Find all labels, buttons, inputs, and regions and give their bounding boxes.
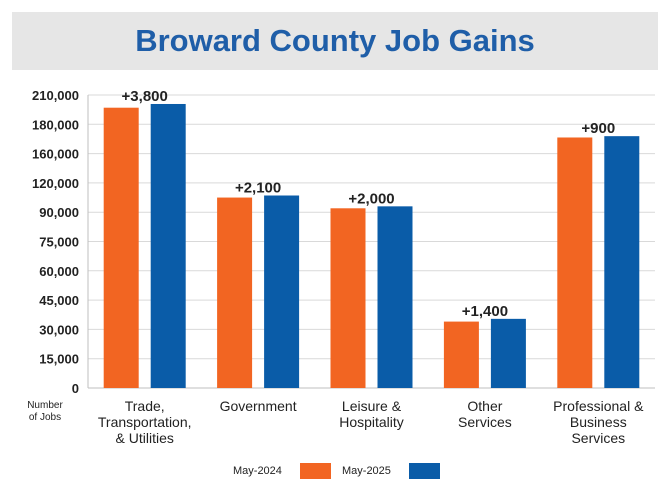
y-tick-label: 210,000: [32, 88, 79, 103]
category-label: Transportation,: [98, 414, 192, 430]
legend-swatch-2024: [299, 463, 331, 479]
legend-item-2025: May-2025: [342, 463, 440, 479]
category-label: Hospitality: [339, 414, 404, 430]
data-label: +2,000: [348, 190, 394, 207]
chart-title: Broward County Job Gains: [135, 23, 535, 58]
y-tick-label: 180,000: [32, 117, 79, 132]
category-label: Other: [467, 398, 502, 414]
bar-may-2024-3: [443, 321, 479, 388]
bar-may-2025-1: [264, 195, 300, 388]
bar-may-2025-2: [377, 206, 413, 388]
category-label: Services: [458, 414, 512, 430]
bar-may-2024-0: [103, 107, 139, 389]
y-tick-label: 160,000: [32, 147, 79, 162]
y-tick-label: 60,000: [39, 264, 79, 279]
y-tick-label: 90,000: [39, 205, 79, 220]
legend: May-2024 May-2025: [0, 463, 668, 481]
bar-chart: 0 15,000 30,000 45,000 60,000 75,000 90,000 120…: [27, 88, 655, 446]
y-axis-label-line-2: of Jobs: [29, 412, 61, 423]
bar-may-2025-3: [490, 318, 526, 388]
legend-label-2025: May-2025: [342, 465, 391, 477]
data-label: +2,100: [235, 179, 281, 196]
bar-may-2025-4: [604, 136, 640, 388]
legend-label-2024: May-2024: [233, 465, 282, 477]
y-tick-label: 0: [72, 381, 79, 396]
category-label: Professional &: [553, 398, 644, 414]
bar-may-2024-1: [217, 197, 253, 388]
title-banner: Broward County Job Gains: [12, 12, 658, 70]
y-tick-label: 30,000: [39, 322, 79, 337]
y-tick-label: 75,000: [39, 235, 79, 250]
legend-item-2024: May-2024: [233, 463, 331, 479]
category-label: Trade,: [125, 398, 165, 414]
data-label: +900: [581, 120, 615, 137]
y-tick-label: 120,000: [32, 176, 79, 191]
bar-may-2024-4: [557, 137, 593, 388]
bar-may-2024-2: [330, 208, 366, 388]
y-tick-label: 15,000: [39, 352, 79, 367]
legend-swatch-2025: [408, 463, 440, 479]
category-label: Services: [571, 430, 625, 446]
data-label: +3,800: [122, 88, 168, 105]
y-axis-label-line-1: Number: [27, 400, 63, 411]
bar-may-2025-0: [150, 103, 186, 388]
category-label: Leisure &: [342, 398, 402, 414]
category-label: Government: [220, 398, 297, 414]
category-label: Business: [570, 414, 627, 430]
category-label: & Utilities: [116, 430, 174, 446]
data-label: +1,400: [462, 303, 508, 320]
y-tick-label: 45,000: [39, 293, 79, 308]
